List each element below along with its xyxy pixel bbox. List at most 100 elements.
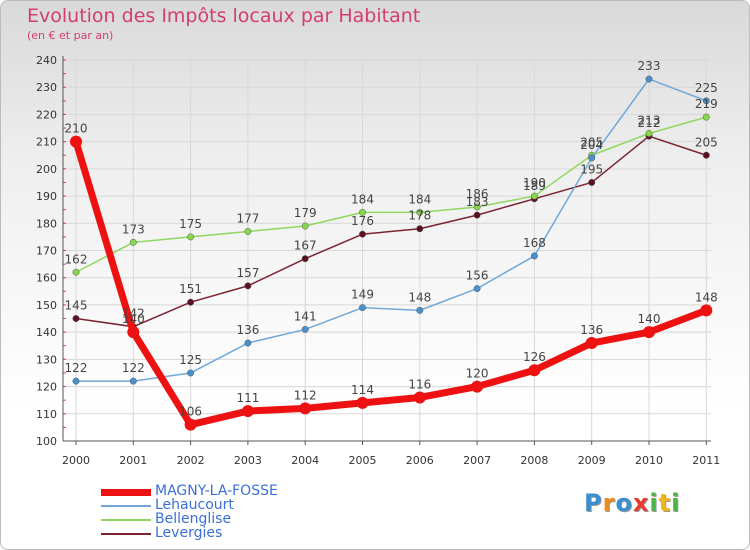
y-tick-label: 210 [36, 136, 57, 149]
logo-letter: r [602, 489, 616, 517]
x-tick-label: 2006 [406, 454, 434, 467]
data-label: 136 [580, 323, 603, 337]
data-point [299, 402, 312, 415]
x-tick-label: 2001 [119, 454, 147, 467]
x-tick-label: 2008 [520, 454, 548, 467]
data-label: 125 [179, 353, 202, 367]
data-label: 120 [466, 367, 489, 381]
logo-letter: t [658, 489, 672, 517]
data-label: 140 [122, 312, 145, 326]
x-tick-label: 2000 [62, 454, 90, 467]
data-label: 195 [580, 162, 603, 176]
x-tick-label: 2009 [578, 454, 606, 467]
data-point [416, 225, 424, 233]
data-point [301, 325, 309, 333]
data-label: 116 [408, 377, 431, 391]
data-point [359, 208, 366, 216]
data-label: 148 [695, 290, 718, 304]
data-label: 151 [179, 282, 202, 296]
data-label: 145 [65, 299, 88, 313]
data-point [129, 238, 137, 246]
data-label: 167 [294, 239, 317, 253]
data-label: 162 [65, 252, 88, 266]
data-point [588, 179, 596, 186]
y-tick-label: 100 [36, 435, 57, 448]
data-point [585, 337, 598, 350]
data-point [244, 339, 252, 347]
data-label: 183 [466, 195, 489, 209]
data-point [301, 222, 309, 230]
data-label: 126 [523, 350, 546, 364]
data-label: 212 [638, 116, 661, 130]
legend-swatch [101, 533, 151, 535]
data-label: 122 [65, 361, 88, 375]
data-point [413, 391, 426, 404]
data-label: 176 [351, 214, 374, 228]
data-label: 179 [294, 206, 317, 220]
y-tick-label: 230 [36, 81, 57, 94]
series-line-lehaucourt [75, 78, 708, 382]
data-point [645, 75, 653, 83]
data-label: 140 [638, 312, 661, 326]
data-point [473, 285, 481, 293]
data-label: 184 [351, 192, 374, 206]
data-point [702, 113, 710, 121]
data-label: 205 [695, 135, 718, 149]
data-labels: 145 142 151 157 167 176 178 183 189 195 212 205 162 1… [65, 59, 718, 419]
data-point [359, 230, 366, 238]
data-point [530, 192, 538, 200]
data-label: 111 [236, 391, 259, 405]
series-lines [70, 75, 713, 431]
x-tick-label: 2002 [177, 454, 205, 467]
data-label: 225 [695, 81, 718, 95]
data-point [530, 252, 538, 260]
data-point [72, 268, 80, 276]
data-label: 178 [408, 209, 431, 223]
data-label: 219 [695, 97, 718, 111]
data-label: 149 [351, 288, 374, 302]
chart-subtitle: (en € et par an) [27, 29, 114, 42]
y-tick-label: 200 [36, 163, 57, 176]
logo-letter: i [671, 489, 681, 517]
logo-letter: P [584, 489, 603, 517]
data-point [244, 228, 252, 235]
data-label: 157 [236, 266, 259, 280]
y-tick-label: 120 [36, 381, 57, 394]
data-label: 156 [466, 269, 489, 283]
data-label: 177 [236, 211, 259, 225]
data-point [471, 380, 484, 393]
data-label: 136 [236, 323, 259, 337]
data-label: 190 [523, 176, 546, 190]
data-label: 173 [122, 222, 145, 236]
series-line-magny-la-fosse [72, 138, 710, 429]
legend-label: MAGNY-LA-FOSSE [155, 483, 278, 499]
data-point [588, 154, 596, 162]
y-tick-label: 160 [36, 272, 57, 285]
x-tick-label: 2010 [635, 454, 663, 467]
chart-title: Evolution des Impôts locaux par Habitant [27, 5, 421, 27]
data-point [301, 255, 309, 263]
y-tick-label: 240 [36, 54, 57, 67]
data-point [700, 304, 713, 317]
y-tick-label: 170 [36, 245, 57, 258]
data-label: 233 [638, 59, 661, 73]
y-tick-label: 140 [36, 326, 57, 339]
proxiti-logo: Proxiti [584, 489, 680, 517]
x-tick-label: 2004 [291, 454, 319, 467]
data-label: 114 [351, 383, 374, 397]
data-label: 168 [523, 236, 546, 250]
legend-swatch [101, 489, 151, 496]
data-point [72, 315, 80, 322]
x-tick-label: 2011 [692, 454, 720, 467]
y-tick-label: 150 [36, 299, 57, 312]
data-label: 210 [65, 122, 88, 136]
data-label: 141 [294, 309, 317, 323]
logo-letter: x [632, 489, 650, 517]
logo-letter: o [615, 489, 633, 517]
data-point [416, 306, 424, 314]
data-point [702, 97, 710, 105]
axes: 100 110 120 130 140 150 160 170 180 190 200 210 220 2… [36, 54, 720, 467]
data-point [184, 418, 197, 431]
